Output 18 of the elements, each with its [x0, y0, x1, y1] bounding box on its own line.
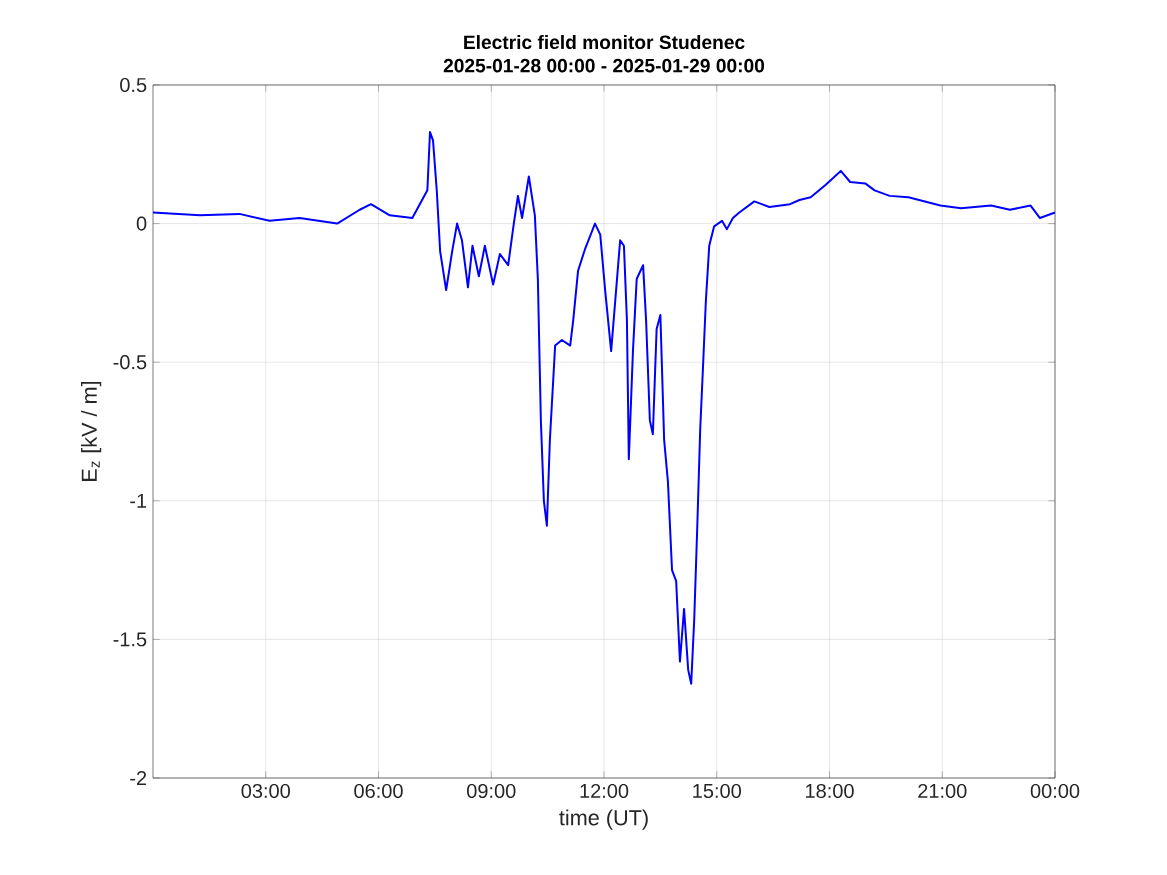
x-tick-label: 12:00 [580, 783, 629, 799]
x-tick-label: 09:00 [467, 783, 516, 799]
x-axis-title: time (UT) [559, 809, 648, 830]
x-tick-label: 18:00 [806, 783, 854, 799]
y-tick-label: 0 [136, 216, 147, 231]
x-tick-label: 06:00 [354, 783, 403, 799]
y-tick-label: -1 [130, 493, 147, 508]
y-tick-label: -0.5 [113, 355, 147, 370]
chart-title: Electric field monitor Studenec [464, 35, 745, 50]
x-tick-label: 21:00 [918, 783, 967, 799]
y-tick-label: -2 [130, 771, 147, 785]
x-tick-label: 03:00 [241, 783, 290, 799]
x-tick-label: 00:00 [1030, 783, 1080, 799]
y-tick-label: -1.5 [113, 632, 147, 647]
x-tick-label: 15:00 [693, 783, 741, 799]
y-tick-label: 0.5 [120, 77, 147, 93]
chart-subtitle: 2025-01-28 00:00 - 2025-01-29 00:00 [443, 58, 765, 73]
y-axis-title: E$_{z}$ [kV / m] [81, 381, 102, 481]
